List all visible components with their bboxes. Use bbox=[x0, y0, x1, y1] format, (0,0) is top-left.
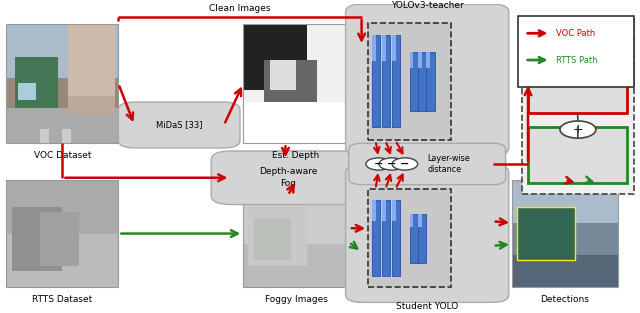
Bar bbox=[68, 96, 115, 114]
Bar bbox=[426, 52, 430, 69]
Bar bbox=[512, 180, 618, 287]
Bar bbox=[372, 200, 380, 276]
Bar bbox=[6, 78, 118, 108]
Bar bbox=[418, 52, 422, 69]
Text: YOLOv3-teacher: YOLOv3-teacher bbox=[391, 1, 463, 10]
Text: MiDaS [33]: MiDaS [33] bbox=[156, 121, 202, 130]
Bar bbox=[382, 200, 386, 221]
FancyBboxPatch shape bbox=[346, 4, 509, 156]
Bar bbox=[243, 102, 349, 143]
Bar bbox=[243, 24, 307, 90]
Text: VOC Dataset: VOC Dataset bbox=[34, 151, 91, 160]
Text: Ground
Truth Loss: Ground Truth Loss bbox=[555, 144, 600, 165]
Bar bbox=[6, 108, 118, 143]
FancyBboxPatch shape bbox=[349, 143, 506, 185]
Bar bbox=[6, 24, 118, 78]
Bar bbox=[243, 24, 349, 143]
Bar bbox=[248, 207, 307, 266]
Bar bbox=[518, 16, 634, 87]
Text: Perceptual
Loss: Perceptual Loss bbox=[554, 73, 602, 93]
Bar bbox=[40, 129, 49, 143]
Text: Est. Depth: Est. Depth bbox=[273, 151, 319, 160]
Bar bbox=[264, 60, 317, 102]
Text: Clean Images: Clean Images bbox=[209, 4, 271, 13]
Text: Foggy Images: Foggy Images bbox=[264, 295, 328, 304]
Bar bbox=[418, 52, 426, 111]
Bar bbox=[243, 244, 349, 287]
Bar bbox=[382, 35, 390, 127]
Text: RTTS Dataset: RTTS Dataset bbox=[32, 295, 93, 304]
Bar bbox=[17, 83, 35, 100]
Bar bbox=[243, 180, 349, 287]
Bar bbox=[368, 189, 451, 287]
FancyBboxPatch shape bbox=[118, 102, 240, 148]
Bar bbox=[392, 35, 401, 127]
Text: VOC Path: VOC Path bbox=[556, 29, 595, 38]
Bar bbox=[382, 200, 390, 276]
Bar bbox=[269, 60, 296, 90]
Bar bbox=[6, 180, 118, 287]
Bar bbox=[410, 52, 418, 111]
Bar bbox=[62, 129, 71, 143]
Text: −: − bbox=[400, 159, 410, 169]
Text: Student YOLO: Student YOLO bbox=[396, 302, 458, 311]
Circle shape bbox=[392, 158, 418, 170]
Bar bbox=[6, 180, 118, 233]
Text: RTTS Path: RTTS Path bbox=[556, 55, 597, 64]
FancyBboxPatch shape bbox=[211, 151, 365, 204]
Bar bbox=[6, 180, 118, 287]
Bar bbox=[418, 214, 422, 227]
Bar bbox=[392, 35, 396, 61]
Bar bbox=[517, 207, 575, 260]
Bar bbox=[410, 52, 413, 69]
Bar bbox=[372, 200, 376, 221]
Bar bbox=[392, 200, 401, 276]
Bar bbox=[426, 52, 435, 111]
Bar bbox=[392, 200, 396, 221]
Circle shape bbox=[366, 158, 392, 170]
Text: +: + bbox=[573, 123, 583, 136]
Bar bbox=[410, 214, 418, 263]
Bar bbox=[528, 126, 627, 183]
Bar bbox=[254, 218, 291, 260]
Bar bbox=[528, 53, 627, 113]
Text: Detections: Detections bbox=[540, 295, 589, 304]
Bar bbox=[68, 24, 115, 96]
Bar bbox=[243, 24, 349, 143]
Bar bbox=[418, 214, 426, 263]
Bar bbox=[243, 180, 349, 287]
Bar bbox=[512, 255, 618, 287]
Bar bbox=[522, 19, 634, 194]
Text: Loss: Loss bbox=[568, 23, 588, 32]
Bar bbox=[512, 180, 618, 287]
Bar bbox=[517, 207, 575, 260]
Bar bbox=[372, 35, 376, 61]
Bar bbox=[15, 58, 58, 108]
Text: −: − bbox=[387, 159, 396, 169]
Bar bbox=[372, 35, 380, 127]
Bar bbox=[6, 24, 118, 143]
Bar bbox=[512, 223, 618, 255]
Bar bbox=[40, 212, 79, 266]
Bar bbox=[368, 23, 451, 140]
Bar bbox=[512, 180, 618, 223]
Text: Layer-wise
distance: Layer-wise distance bbox=[428, 154, 470, 174]
Text: −: − bbox=[374, 159, 383, 169]
FancyBboxPatch shape bbox=[346, 165, 509, 302]
Bar bbox=[382, 35, 386, 61]
Circle shape bbox=[379, 158, 404, 170]
Circle shape bbox=[560, 121, 596, 138]
Bar bbox=[12, 207, 63, 271]
Bar bbox=[410, 214, 413, 227]
Text: Depth-aware
Fog: Depth-aware Fog bbox=[259, 167, 317, 188]
